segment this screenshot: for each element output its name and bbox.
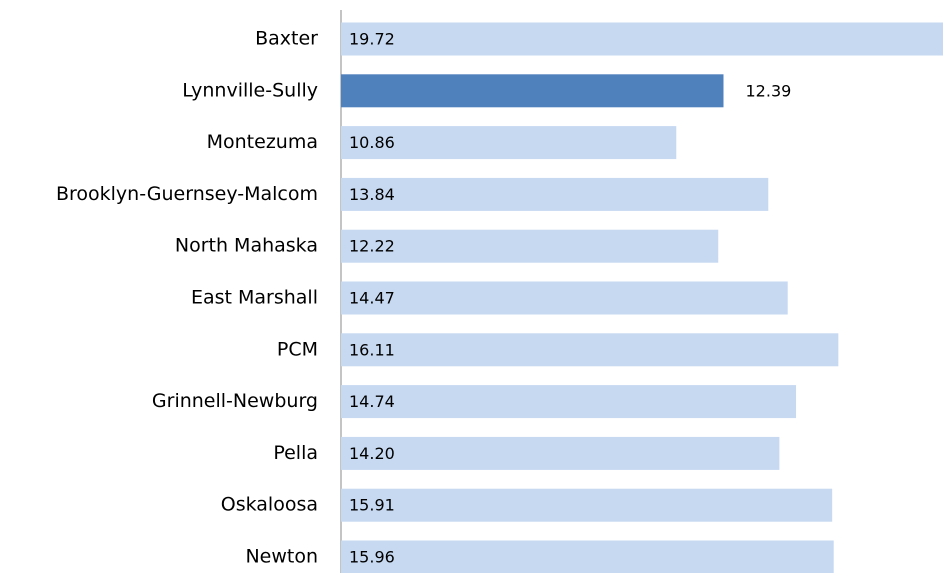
y-tick-label: North Mahaska: [175, 235, 318, 257]
value-label: 14.74: [349, 392, 395, 411]
y-tick-label: PCM: [277, 338, 318, 360]
value-label: 15.91: [349, 496, 395, 515]
value-label: 12.22: [349, 237, 395, 256]
bar: [341, 126, 677, 160]
y-tick-label: East Marshall: [191, 287, 318, 309]
y-tick-label: Brooklyn-Guernsey-Malcom: [56, 183, 318, 205]
y-tick-label: Pella: [273, 442, 318, 464]
bar: [341, 281, 788, 315]
y-tick-label: Baxter: [255, 28, 318, 50]
bar: [341, 385, 797, 419]
value-label: 13.84: [349, 185, 395, 204]
bar: [341, 74, 724, 108]
value-label: 14.47: [349, 289, 395, 308]
bar: [341, 436, 780, 470]
value-label: 19.72: [349, 30, 395, 49]
value-label: 16.11: [349, 340, 395, 359]
bar: [341, 333, 839, 367]
value-label: 15.96: [349, 548, 395, 567]
bar: [341, 177, 769, 211]
y-tick-label: Lynnville-Sully: [182, 79, 318, 101]
bar: [341, 540, 834, 573]
y-tick-label: Newton: [245, 546, 318, 568]
y-tick-label: Oskaloosa: [221, 494, 318, 516]
bar: [341, 22, 943, 56]
bar: [341, 488, 833, 522]
value-label: 12.39: [746, 81, 792, 100]
value-label: 10.86: [349, 133, 395, 152]
y-tick-label: Grinnell-Newburg: [152, 390, 318, 412]
bar: [341, 229, 719, 263]
y-tick-label: Montezuma: [207, 131, 318, 153]
value-label: 14.20: [349, 444, 395, 463]
